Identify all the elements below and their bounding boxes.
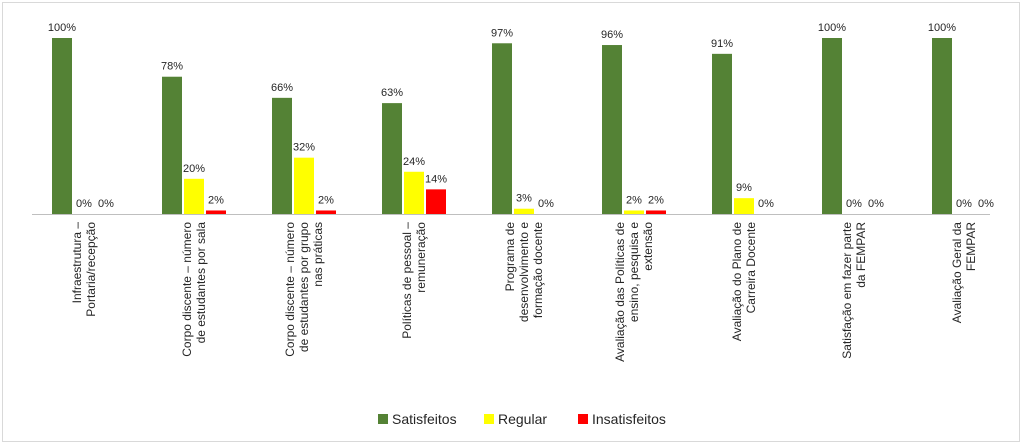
bar [932, 38, 952, 214]
data-label: 2% [648, 194, 664, 206]
legend-label: Satisfeitos [392, 411, 457, 427]
bar [624, 210, 644, 214]
data-label: 96% [601, 29, 623, 41]
data-label: 63% [381, 87, 403, 99]
bar [514, 208, 534, 214]
data-label: 24% [403, 156, 425, 168]
bar [602, 45, 622, 214]
bar [646, 210, 666, 214]
bar [426, 189, 446, 214]
category-label: Políticas de pessoal –remuneração [400, 222, 428, 339]
data-label: 14% [425, 173, 447, 185]
bar [294, 157, 314, 214]
category-label: Avaliação das Políticas deensino, pesqui… [613, 222, 655, 362]
legend-swatch [484, 414, 494, 424]
category-label: Programa dedesenvolvimento eformação doc… [503, 222, 545, 322]
data-label: 2% [318, 194, 334, 206]
bar [712, 53, 732, 215]
data-label: 0% [76, 198, 92, 210]
category-label: Avaliação Geral daFEMPAR [950, 222, 978, 324]
bar [162, 76, 182, 214]
data-label: 0% [98, 198, 114, 210]
category-label: Satisfação em fazer parteda FEMPAR [840, 222, 868, 359]
bar [206, 210, 226, 214]
data-label: 100% [48, 22, 76, 34]
data-label: 97% [491, 27, 513, 39]
category-label: Infraestrutura –Portaria/recepção [70, 222, 98, 317]
legend-swatch [578, 414, 588, 424]
data-label: 0% [846, 198, 862, 210]
data-label: 0% [978, 198, 994, 210]
data-label: 91% [711, 38, 733, 50]
data-label: 0% [868, 198, 884, 210]
data-label: 2% [626, 194, 642, 206]
data-label: 32% [293, 142, 315, 154]
bar [52, 38, 72, 214]
data-label: 66% [271, 82, 293, 94]
legend-label: Insatisfeitos [592, 411, 666, 427]
data-label: 100% [928, 22, 956, 34]
bar [272, 97, 292, 214]
data-label: 100% [818, 22, 846, 34]
data-label: 0% [538, 198, 554, 210]
bar [734, 198, 754, 214]
data-label: 78% [161, 61, 183, 73]
data-label: 0% [956, 198, 972, 210]
bar [492, 43, 512, 214]
legend-label: Regular [498, 411, 547, 427]
category-label: Avaliação do Plano deCarreira Docente [730, 222, 758, 342]
bar [184, 178, 204, 214]
data-label: 9% [736, 182, 752, 194]
category-label: Corpo discente – númerode estudantes por… [283, 222, 325, 357]
data-label: 3% [516, 193, 532, 205]
data-label: 20% [183, 163, 205, 175]
data-label: 0% [758, 198, 774, 210]
bar [404, 171, 424, 214]
data-label: 2% [208, 194, 224, 206]
bar [382, 103, 402, 214]
bar [822, 38, 842, 214]
legend-swatch [378, 414, 388, 424]
category-label: Corpo discente – númerode estudantes por… [180, 222, 208, 357]
bar [316, 210, 336, 214]
